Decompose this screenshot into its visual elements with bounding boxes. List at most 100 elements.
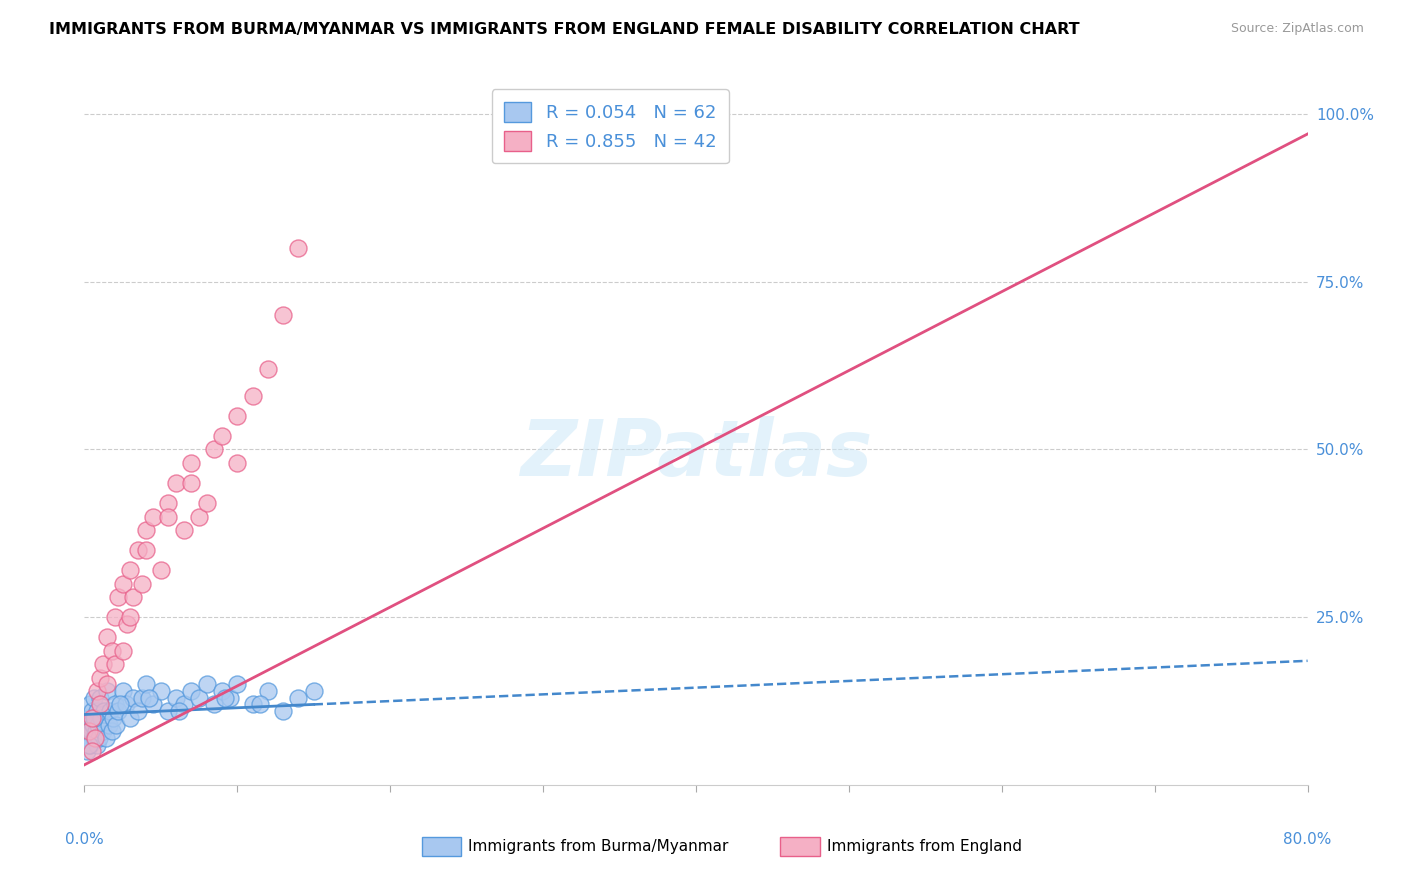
- Point: [120, 610, 142, 624]
- Point: [242, 698, 264, 712]
- Point: [108, 698, 131, 712]
- Point: [94, 731, 117, 745]
- Point: [131, 576, 153, 591]
- Point: [226, 456, 249, 470]
- Point: [104, 657, 127, 672]
- Point: [173, 523, 195, 537]
- Point: [120, 563, 142, 577]
- Point: [84, 731, 107, 745]
- Point: [257, 684, 280, 698]
- Text: IMMIGRANTS FROM BURMA/MYANMAR VS IMMIGRANTS FROM ENGLAND FEMALE DISABILITY CORRE: IMMIGRANTS FROM BURMA/MYANMAR VS IMMIGRA…: [49, 22, 1080, 37]
- Point: [165, 690, 187, 705]
- Point: [104, 610, 127, 624]
- Point: [97, 717, 120, 731]
- Point: [287, 241, 309, 255]
- Point: [115, 616, 138, 631]
- Point: [80, 711, 103, 725]
- Point: [302, 684, 325, 698]
- Point: [111, 576, 134, 591]
- Point: [84, 724, 107, 739]
- Point: [83, 690, 105, 705]
- Point: [214, 690, 236, 705]
- Point: [188, 509, 211, 524]
- Point: [114, 698, 136, 712]
- Point: [287, 690, 309, 705]
- Point: [157, 509, 180, 524]
- Point: [195, 496, 218, 510]
- Point: [83, 731, 105, 745]
- Point: [76, 744, 98, 758]
- Point: [104, 698, 127, 712]
- Point: [173, 698, 195, 712]
- Point: [135, 543, 157, 558]
- Text: 0.0%: 0.0%: [65, 832, 104, 847]
- Point: [202, 698, 225, 712]
- Text: Source: ZipAtlas.com: Source: ZipAtlas.com: [1230, 22, 1364, 36]
- Point: [91, 657, 114, 672]
- Point: [77, 731, 100, 745]
- Point: [131, 690, 153, 705]
- Point: [271, 308, 294, 322]
- Point: [180, 475, 202, 490]
- Point: [96, 684, 118, 698]
- Legend: R = 0.054   N = 62, R = 0.855   N = 42: R = 0.054 N = 62, R = 0.855 N = 42: [492, 89, 730, 163]
- Point: [195, 677, 218, 691]
- Point: [84, 711, 107, 725]
- Point: [157, 704, 180, 718]
- Point: [107, 590, 129, 604]
- Point: [80, 724, 103, 739]
- Point: [180, 684, 202, 698]
- Point: [90, 711, 112, 725]
- Point: [96, 677, 118, 691]
- Point: [80, 744, 103, 758]
- Point: [149, 684, 172, 698]
- Point: [86, 684, 108, 698]
- Point: [249, 698, 271, 712]
- Point: [77, 717, 100, 731]
- Point: [86, 738, 108, 752]
- Point: [127, 704, 149, 718]
- Point: [218, 690, 240, 705]
- Point: [211, 684, 233, 698]
- Point: [77, 724, 100, 739]
- Point: [89, 671, 111, 685]
- Point: [80, 704, 103, 718]
- Point: [93, 704, 115, 718]
- Point: [82, 717, 104, 731]
- Point: [101, 644, 124, 658]
- Point: [226, 677, 249, 691]
- Point: [242, 389, 264, 403]
- Point: [89, 690, 111, 705]
- Point: [101, 724, 124, 739]
- Point: [226, 409, 249, 423]
- Point: [271, 704, 294, 718]
- Point: [202, 442, 225, 457]
- Point: [89, 698, 111, 712]
- Point: [107, 704, 129, 718]
- Point: [79, 698, 101, 712]
- Point: [157, 496, 180, 510]
- Point: [149, 563, 172, 577]
- Point: [105, 717, 128, 731]
- Point: [122, 590, 145, 604]
- Point: [188, 690, 211, 705]
- Point: [75, 724, 97, 739]
- Point: [142, 509, 165, 524]
- Point: [77, 738, 100, 752]
- Text: ZIPatlas: ZIPatlas: [520, 416, 872, 491]
- Point: [86, 704, 108, 718]
- Point: [111, 684, 134, 698]
- Point: [122, 690, 145, 705]
- Point: [142, 698, 165, 712]
- Point: [167, 704, 190, 718]
- Point: [257, 362, 280, 376]
- Point: [76, 711, 98, 725]
- Point: [79, 738, 101, 752]
- Point: [180, 456, 202, 470]
- Point: [165, 475, 187, 490]
- Point: [127, 543, 149, 558]
- Text: Immigrants from Burma/Myanmar: Immigrants from Burma/Myanmar: [468, 839, 728, 854]
- Point: [135, 677, 157, 691]
- Point: [103, 711, 125, 725]
- Point: [96, 630, 118, 644]
